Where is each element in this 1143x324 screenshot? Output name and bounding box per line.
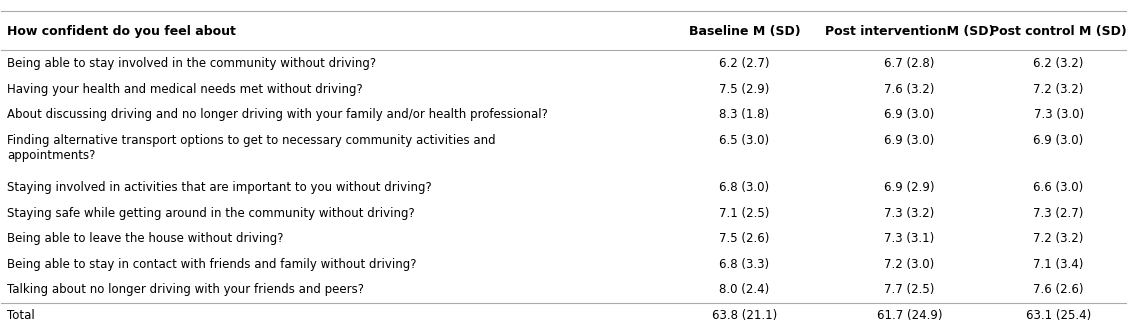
Text: 7.5 (2.6): 7.5 (2.6) [719, 232, 769, 245]
Text: Being able to stay in contact with friends and family without driving?: Being able to stay in contact with frien… [7, 258, 416, 271]
Text: 7.1 (2.5): 7.1 (2.5) [719, 207, 769, 220]
Text: Staying safe while getting around in the community without driving?: Staying safe while getting around in the… [7, 207, 415, 220]
Text: 7.2 (3.2): 7.2 (3.2) [1033, 232, 1084, 245]
Text: 63.8 (21.1): 63.8 (21.1) [712, 309, 777, 322]
Text: 6.9 (3.0): 6.9 (3.0) [885, 134, 935, 147]
Text: 63.1 (25.4): 63.1 (25.4) [1026, 309, 1092, 322]
Text: Baseline M (SD): Baseline M (SD) [689, 25, 800, 38]
Text: 7.2 (3.0): 7.2 (3.0) [885, 258, 935, 271]
Text: 6.8 (3.0): 6.8 (3.0) [719, 181, 769, 194]
Text: Talking about no longer driving with your friends and peers?: Talking about no longer driving with you… [7, 284, 363, 296]
Text: 8.3 (1.8): 8.3 (1.8) [719, 109, 769, 122]
Text: 6.2 (2.7): 6.2 (2.7) [719, 57, 769, 70]
Text: 7.3 (3.2): 7.3 (3.2) [885, 207, 935, 220]
Text: About discussing driving and no longer driving with your family and/or health pr: About discussing driving and no longer d… [7, 109, 547, 122]
Text: 6.9 (3.0): 6.9 (3.0) [1033, 134, 1084, 147]
Text: 6.9 (3.0): 6.9 (3.0) [885, 109, 935, 122]
Text: 6.9 (2.9): 6.9 (2.9) [885, 181, 935, 194]
Text: 7.7 (2.5): 7.7 (2.5) [885, 284, 935, 296]
Text: How confident do you feel about: How confident do you feel about [7, 25, 235, 38]
Text: 7.6 (3.2): 7.6 (3.2) [885, 83, 935, 96]
Text: Total: Total [7, 309, 34, 322]
Text: Post interventionM (SD): Post interventionM (SD) [825, 25, 994, 38]
Text: 7.1 (3.4): 7.1 (3.4) [1033, 258, 1084, 271]
Text: 7.2 (3.2): 7.2 (3.2) [1033, 83, 1084, 96]
Text: 6.6 (3.0): 6.6 (3.0) [1033, 181, 1084, 194]
Text: 6.5 (3.0): 6.5 (3.0) [719, 134, 769, 147]
Text: Being able to leave the house without driving?: Being able to leave the house without dr… [7, 232, 283, 245]
Text: 6.8 (3.3): 6.8 (3.3) [719, 258, 769, 271]
Text: 6.2 (3.2): 6.2 (3.2) [1033, 57, 1084, 70]
Text: 7.3 (2.7): 7.3 (2.7) [1033, 207, 1084, 220]
Text: Post control M (SD): Post control M (SD) [990, 25, 1127, 38]
Text: 7.5 (2.9): 7.5 (2.9) [719, 83, 769, 96]
Text: 6.7 (2.8): 6.7 (2.8) [885, 57, 935, 70]
Text: 7.3 (3.0): 7.3 (3.0) [1033, 109, 1084, 122]
Text: 61.7 (24.9): 61.7 (24.9) [877, 309, 942, 322]
Text: Being able to stay involved in the community without driving?: Being able to stay involved in the commu… [7, 57, 376, 70]
Text: 7.6 (2.6): 7.6 (2.6) [1033, 284, 1084, 296]
Text: Having your health and medical needs met without driving?: Having your health and medical needs met… [7, 83, 362, 96]
Text: Finding alternative transport options to get to necessary community activities a: Finding alternative transport options to… [7, 134, 496, 162]
Text: Staying involved in activities that are important to you without driving?: Staying involved in activities that are … [7, 181, 432, 194]
Text: 8.0 (2.4): 8.0 (2.4) [719, 284, 769, 296]
Text: 7.3 (3.1): 7.3 (3.1) [885, 232, 935, 245]
